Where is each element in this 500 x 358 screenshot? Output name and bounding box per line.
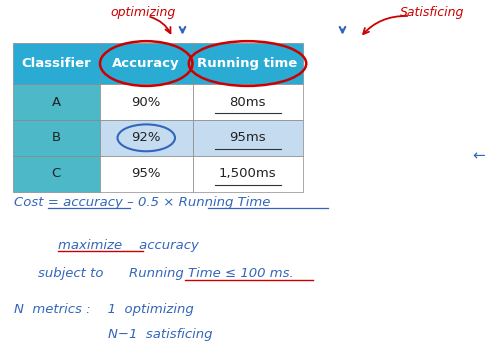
Text: maximize    accuracy: maximize accuracy [58, 239, 198, 252]
Text: Accuracy: Accuracy [112, 57, 180, 70]
Text: optimizing: optimizing [110, 6, 176, 19]
Bar [192, 43, 302, 84]
Text: subject to      Running Time ≤ 100 ms.: subject to Running Time ≤ 100 ms. [38, 267, 293, 280]
Bar [192, 120, 302, 156]
Text: N  metrics :    1  optimizing: N metrics : 1 optimizing [14, 303, 194, 316]
Text: Running time: Running time [198, 57, 298, 70]
Bar [12, 43, 100, 84]
Bar [100, 156, 192, 192]
Text: B: B [52, 131, 61, 144]
Text: Classifier: Classifier [22, 57, 91, 70]
Bar [100, 84, 192, 120]
Text: Cost = accuracy – 0.5 × Running Time: Cost = accuracy – 0.5 × Running Time [14, 196, 270, 209]
Text: N−1  satisficing: N−1 satisficing [108, 328, 212, 341]
Bar [12, 120, 100, 156]
Text: ←: ← [472, 148, 485, 163]
Text: 1,500ms: 1,500ms [218, 167, 276, 180]
Text: 95%: 95% [132, 167, 161, 180]
Text: 80ms: 80ms [229, 96, 266, 108]
Text: 92%: 92% [132, 131, 161, 144]
Text: Satisficing: Satisficing [400, 6, 464, 19]
Text: A: A [52, 96, 61, 108]
Text: C: C [52, 167, 61, 180]
Bar [12, 84, 100, 120]
Text: 95ms: 95ms [229, 131, 266, 144]
Bar [12, 156, 100, 192]
Bar [100, 43, 192, 84]
Text: 90%: 90% [132, 96, 161, 108]
Bar [100, 120, 192, 156]
Bar [192, 156, 302, 192]
Bar [192, 84, 302, 120]
